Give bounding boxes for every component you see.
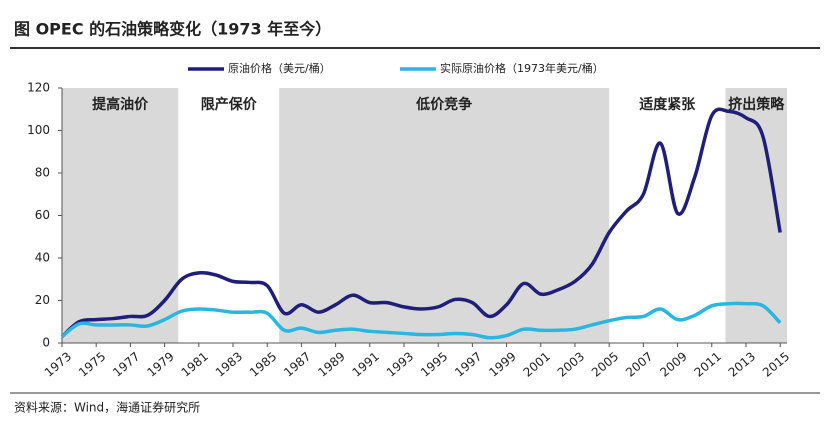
x-tick-label: 1993 <box>384 349 416 379</box>
chart-title: 图 OPEC 的石油策略变化（1973 年至今） <box>14 20 331 39</box>
x-tick-label: 1985 <box>247 349 279 379</box>
x-tick-label: 1977 <box>110 349 142 379</box>
phase-band <box>62 88 179 343</box>
y-tick-label: 0 <box>42 336 50 350</box>
legend-label: 原油价格（美元/桶） <box>228 61 331 75</box>
x-tick-label: 1991 <box>350 349 382 379</box>
x-tick-label: 1989 <box>315 349 347 379</box>
phase-label: 低价竞争 <box>415 96 472 113</box>
y-tick-label: 100 <box>27 123 50 137</box>
source: 资料来源：Wind，海通证券研究所 <box>14 400 200 415</box>
phase-label: 挤出策略 <box>728 96 785 113</box>
x-tick-label: 1997 <box>452 349 484 379</box>
y-tick-label: 60 <box>35 208 50 222</box>
x-tick-label: 2005 <box>589 349 621 379</box>
x-tick-label: 1999 <box>486 349 518 379</box>
phase-label: 适度紧张 <box>639 96 696 113</box>
x-tick-label: 2015 <box>760 349 792 379</box>
x-tick-label: 2011 <box>692 349 724 379</box>
x-tick-label: 2003 <box>555 349 587 379</box>
x-tick-label: 1981 <box>179 349 211 379</box>
series-line <box>60 107 782 338</box>
phase-label: 提高油价 <box>92 96 149 113</box>
y-tick-label: 40 <box>35 251 50 265</box>
x-tick-label: 1983 <box>213 349 245 379</box>
series-line <box>60 301 782 340</box>
x-tick-label: 2009 <box>657 349 689 379</box>
phase-band <box>279 88 610 343</box>
phase-label: 限产保价 <box>201 96 258 113</box>
x-tick-label: 2007 <box>623 349 655 379</box>
y-tick-label: 120 <box>27 81 50 95</box>
y-tick-label: 20 <box>35 293 50 307</box>
x-tick-label: 1979 <box>144 349 176 379</box>
x-tick-label: 1973 <box>42 349 74 379</box>
x-tick-label: 2001 <box>521 349 553 379</box>
y-tick-label: 80 <box>35 166 50 180</box>
x-tick-label: 2013 <box>726 349 758 379</box>
x-tick-label: 1995 <box>418 349 450 379</box>
x-tick-label: 1975 <box>76 349 108 379</box>
x-tick-label: 1987 <box>281 349 313 379</box>
legend-label: 实际原油价格（1973年美元/桶） <box>440 61 604 75</box>
